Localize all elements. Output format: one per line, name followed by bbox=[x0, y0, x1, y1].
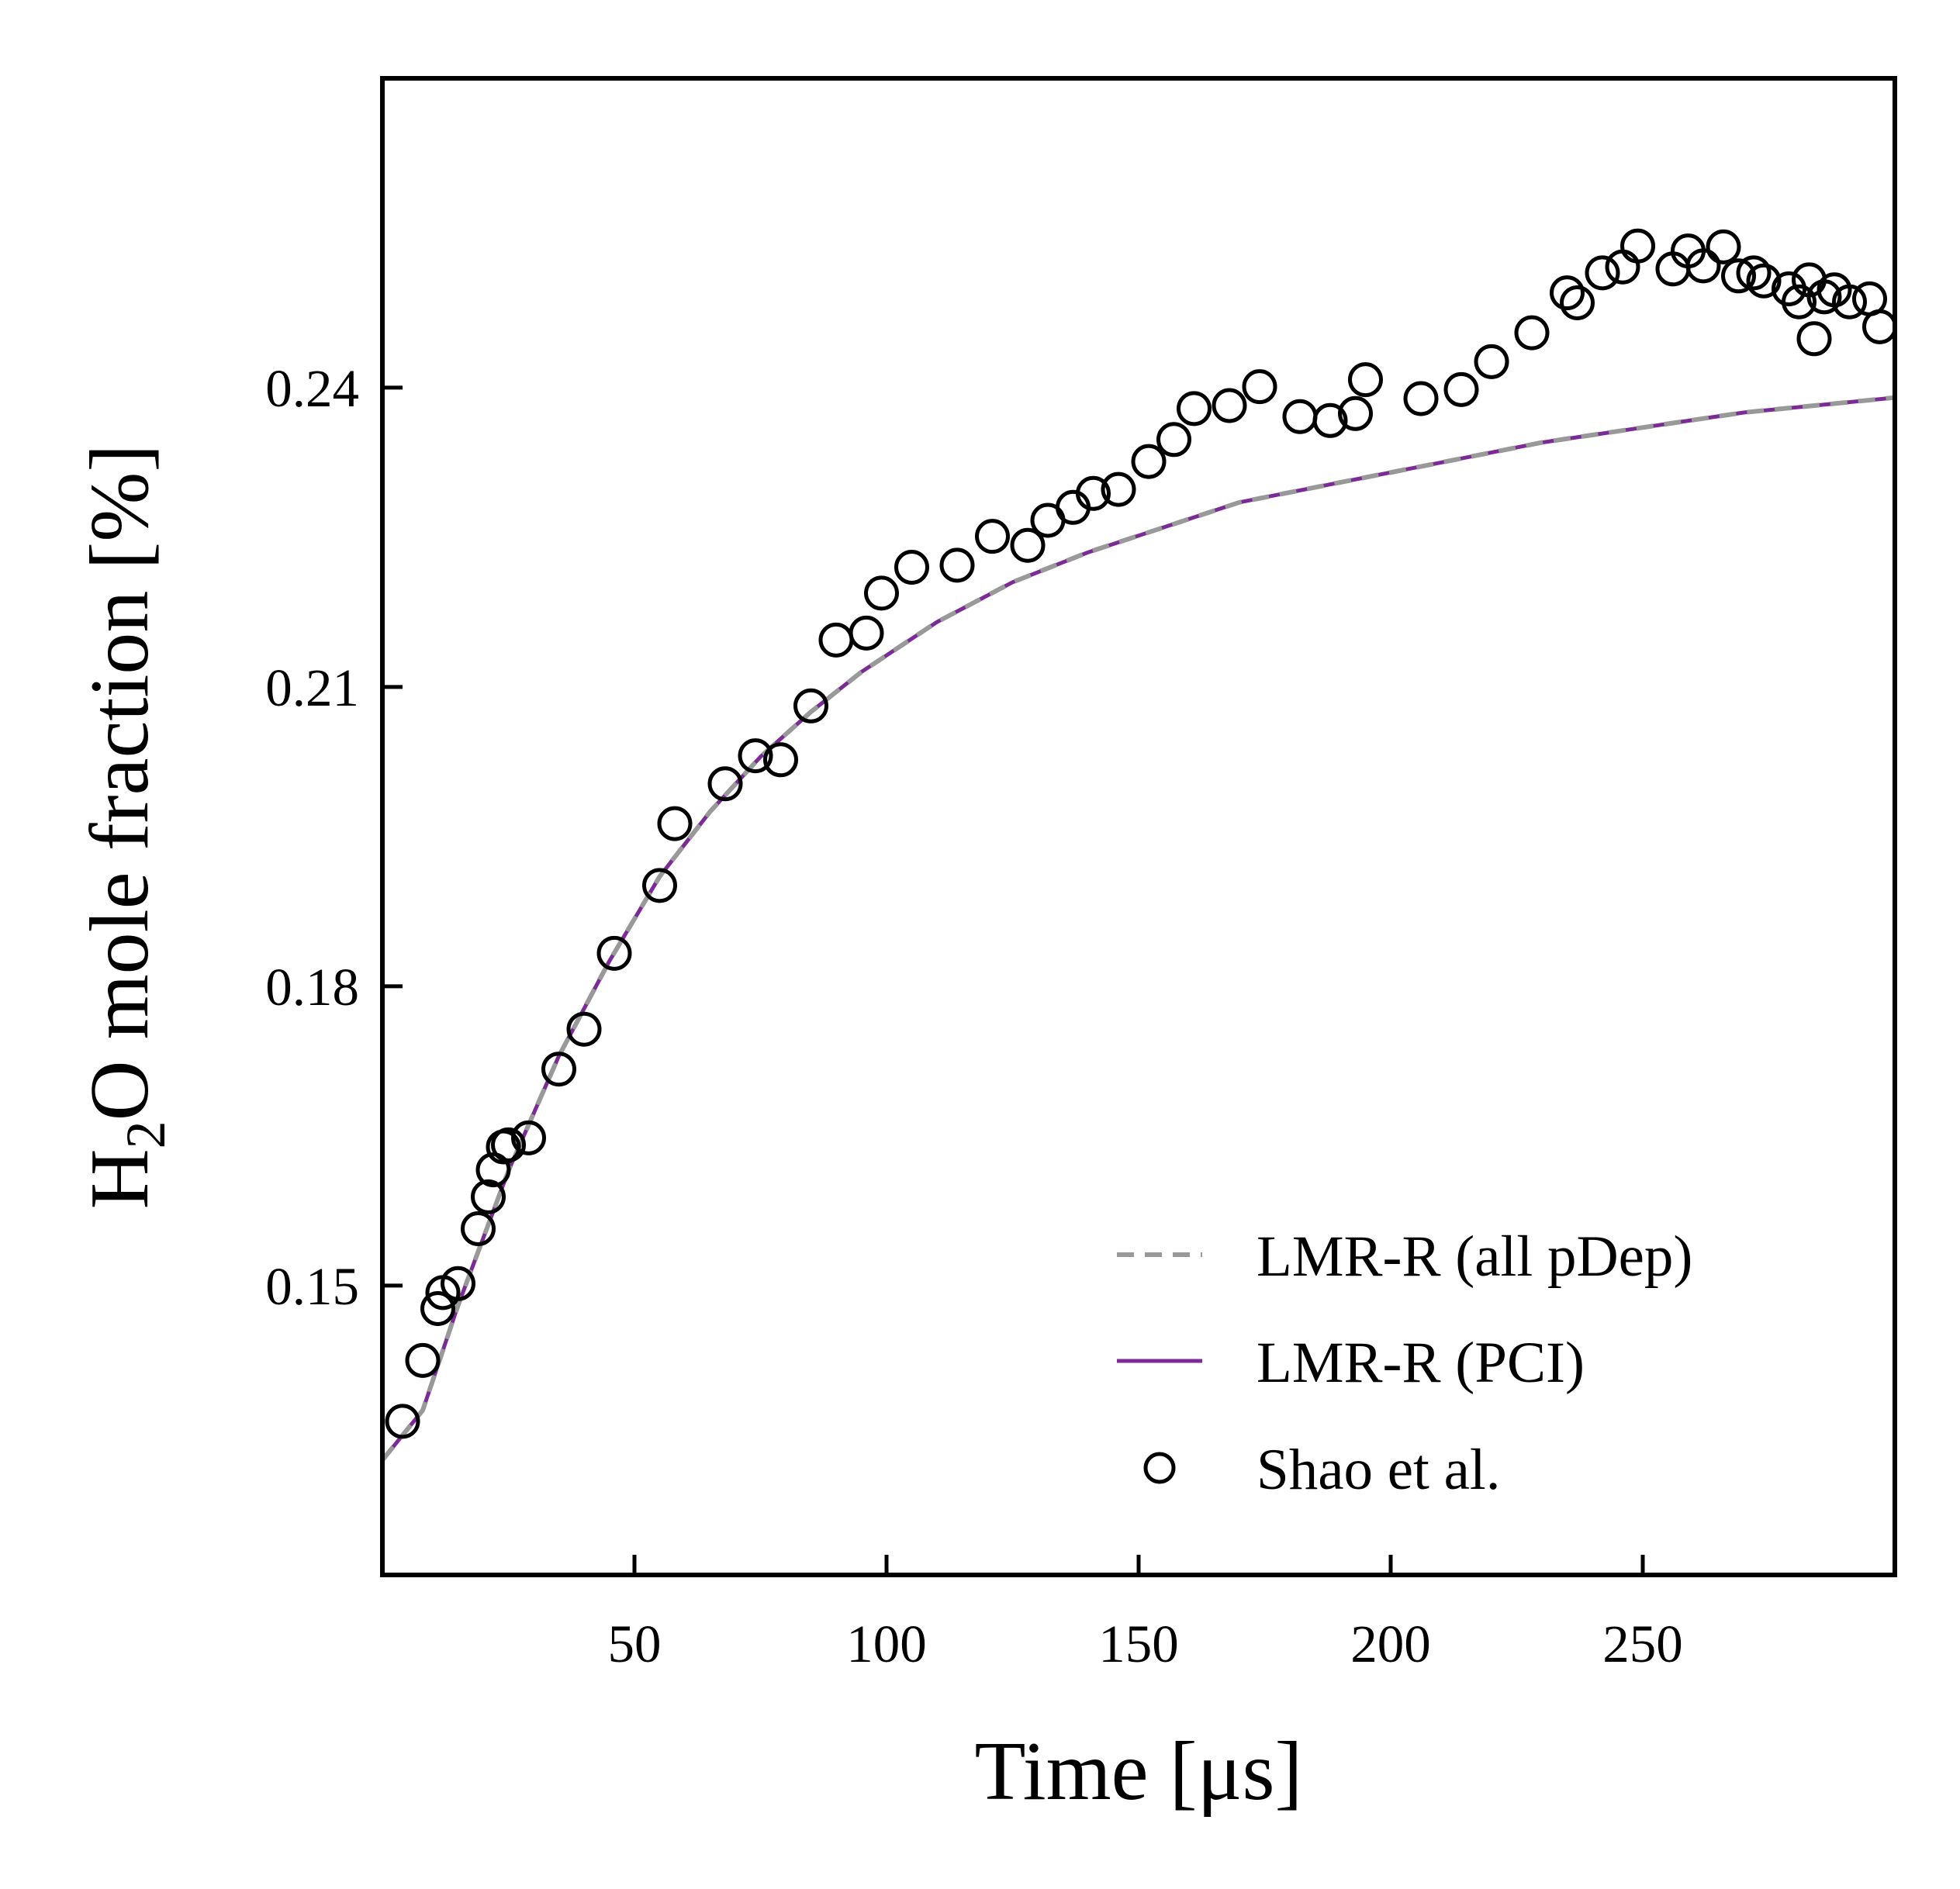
x-axis-title: Time [μs] bbox=[975, 1725, 1303, 1818]
y-tick-label: 0.18 bbox=[265, 958, 359, 1017]
data-point-shao bbox=[793, 688, 828, 723]
data-point-shao bbox=[1010, 527, 1046, 563]
data-point-shao bbox=[1550, 275, 1585, 311]
data-point-shao bbox=[849, 615, 884, 651]
legend: LMR-R (all pDep) LMR-R (PCI) Shao et al. bbox=[1117, 1224, 1692, 1502]
data-point-shao bbox=[1832, 284, 1867, 319]
legend-label-shao: Shao et al. bbox=[1257, 1438, 1501, 1502]
data-point-shao bbox=[707, 766, 743, 802]
data-point-shao bbox=[1242, 369, 1277, 405]
x-tick-label: 100 bbox=[846, 1614, 927, 1673]
y-axis-title-subscript: 2 bbox=[115, 1121, 177, 1148]
data-point-shao bbox=[1474, 344, 1509, 379]
data-point-shao bbox=[511, 1120, 546, 1155]
data-point-shao bbox=[1514, 315, 1550, 351]
data-point-shao bbox=[441, 1266, 475, 1301]
y-axis-title-lead: H bbox=[74, 1148, 166, 1209]
data-point-shao bbox=[596, 935, 632, 971]
series-line-all-pdep bbox=[380, 395, 1896, 1462]
data-point-shao bbox=[1721, 258, 1756, 294]
data-point-shao bbox=[1338, 395, 1373, 431]
data-point-shao bbox=[1131, 444, 1167, 479]
data-point-shao bbox=[1796, 321, 1832, 357]
x-tick-label: 250 bbox=[1602, 1614, 1683, 1673]
y-tick-label: 0.21 bbox=[265, 658, 359, 717]
data-point-shao bbox=[1736, 255, 1772, 291]
data-point-shao bbox=[475, 1152, 511, 1188]
legend-swatch-shao bbox=[1143, 1452, 1176, 1484]
data-point-shao bbox=[1806, 279, 1842, 315]
data-point-shao bbox=[975, 519, 1010, 554]
data-point-shao bbox=[642, 868, 677, 903]
data-point-shao bbox=[420, 1291, 455, 1326]
data-point-shao bbox=[1177, 391, 1212, 426]
data-point-shao bbox=[566, 1011, 602, 1047]
data-point-shao bbox=[1685, 248, 1721, 284]
data-point-shao bbox=[471, 1179, 506, 1214]
data-point-shao bbox=[491, 1127, 526, 1162]
data-point-shao bbox=[1312, 402, 1348, 438]
plot-area bbox=[380, 228, 1897, 1462]
legend-label-pci: LMR-R (PCI) bbox=[1257, 1331, 1585, 1395]
x-tick-label: 150 bbox=[1098, 1614, 1179, 1673]
data-point-shao bbox=[1443, 371, 1479, 407]
data-point-shao bbox=[405, 1342, 441, 1378]
data-point-shao bbox=[894, 550, 929, 585]
data-point-shao bbox=[657, 806, 693, 841]
plot-frame bbox=[380, 76, 1897, 1577]
data-point-shao bbox=[1212, 388, 1247, 423]
data-point-shao bbox=[1620, 228, 1655, 264]
data-point-shao bbox=[1076, 475, 1111, 511]
data-point-shao bbox=[1746, 263, 1782, 299]
data-point-shao bbox=[738, 738, 773, 774]
data-point-shao bbox=[385, 1404, 420, 1439]
data-point-shao bbox=[1560, 285, 1595, 320]
data-point-shao bbox=[864, 575, 899, 611]
data-point-shao bbox=[1101, 471, 1136, 507]
x-tick-label: 200 bbox=[1350, 1614, 1431, 1673]
data-point-shao bbox=[1706, 229, 1741, 264]
data-point-shao bbox=[1403, 381, 1439, 416]
data-point-shao bbox=[1782, 284, 1817, 319]
data-point-shao bbox=[1585, 255, 1620, 291]
axis-ticks: 50 100 150 200 250 0.15 0.18 0.21 0.24 bbox=[265, 359, 1683, 1673]
y-tick-label: 0.24 bbox=[265, 359, 359, 418]
data-point-shao bbox=[461, 1211, 496, 1246]
data-point-shao bbox=[541, 1052, 576, 1087]
legend-label-all-pdep: LMR-R (all pDep) bbox=[1257, 1224, 1692, 1289]
data-point-shao bbox=[763, 742, 798, 778]
y-axis-title: H2O mole fraction [%] bbox=[74, 444, 177, 1210]
x-tick-label: 50 bbox=[608, 1614, 662, 1673]
y-tick-label: 0.15 bbox=[265, 1257, 359, 1316]
data-point-shao bbox=[1348, 362, 1383, 398]
data-point-shao bbox=[939, 547, 975, 583]
y-axis-title-rest: O mole fraction [%] bbox=[74, 444, 166, 1121]
data-point-shao bbox=[1156, 422, 1191, 458]
